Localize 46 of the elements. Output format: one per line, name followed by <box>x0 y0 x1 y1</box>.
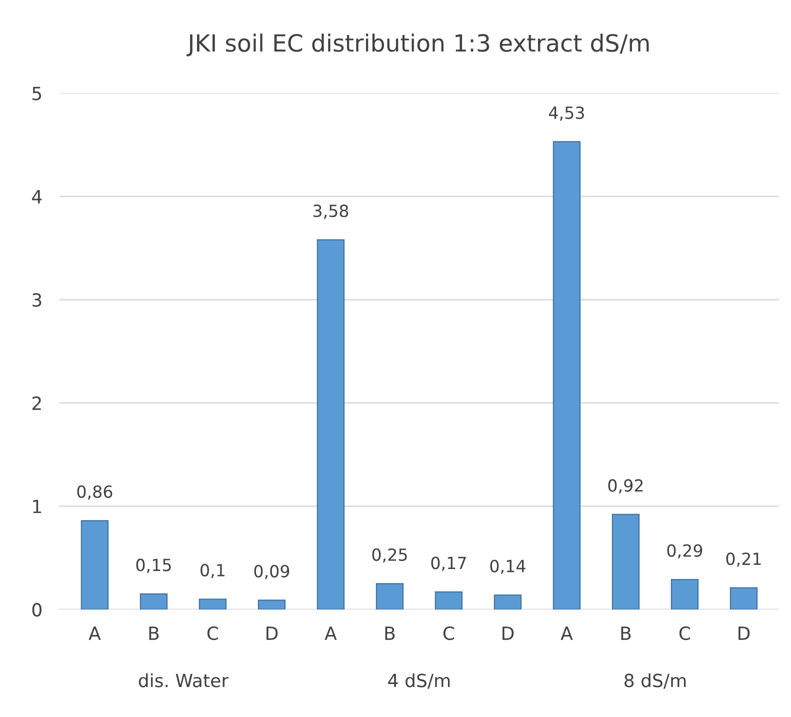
data-label: 0,09 <box>254 564 290 580</box>
x-tick-label: A <box>324 626 337 640</box>
bar <box>198 598 227 610</box>
x-tick-label: A <box>560 626 573 640</box>
x-tick-label: C <box>207 626 218 640</box>
x-tick-label: D <box>738 626 750 640</box>
bar <box>494 594 522 610</box>
data-label: 0,21 <box>726 552 761 567</box>
data-label: 0,14 <box>490 560 526 574</box>
x-tick-label: D <box>266 626 278 640</box>
bar <box>80 520 109 610</box>
bar <box>376 583 404 610</box>
data-label: 0,29 <box>667 544 702 559</box>
bar <box>670 578 699 610</box>
y-tick-label: 0 <box>32 602 42 617</box>
chart-title: JKI soil EC distribution 1:3 extract dS/m <box>186 34 649 56</box>
data-label: 0,92 <box>608 479 643 494</box>
bar <box>316 239 345 610</box>
text: dis. Water <box>138 673 229 688</box>
data-label: 3,58 <box>313 204 348 219</box>
bar <box>612 514 640 610</box>
x-tick-label: B <box>385 626 395 640</box>
bar <box>258 600 286 610</box>
bar <box>434 591 463 610</box>
data-label: 0,15 <box>136 558 171 573</box>
bar <box>552 141 581 610</box>
y-tick-label: 3 <box>32 293 42 307</box>
text: 4 dS/m <box>388 673 450 689</box>
y-tick-label: 5 <box>32 86 42 100</box>
y-tick-label: 4 <box>32 190 42 204</box>
bar <box>140 593 168 610</box>
y-tick-label: 1 <box>33 500 41 514</box>
text: 8 dS/m <box>624 673 686 689</box>
x-tick-label: C <box>443 626 454 640</box>
x-tick-label: B <box>149 626 159 640</box>
data-label: 0,25 <box>372 548 407 563</box>
data-label: 0,86 <box>77 485 112 500</box>
data-label: 0,17 <box>431 556 466 571</box>
x-tick-label: B <box>621 626 631 640</box>
data-label: 4,53 <box>548 106 584 121</box>
x-tick-label: C <box>679 626 690 640</box>
bar <box>730 587 758 610</box>
x-tick-label: A <box>88 626 101 640</box>
y-tick-label: 2 <box>32 396 41 410</box>
x-tick-label: D <box>502 626 514 640</box>
data-label: 0,1 <box>200 564 224 578</box>
